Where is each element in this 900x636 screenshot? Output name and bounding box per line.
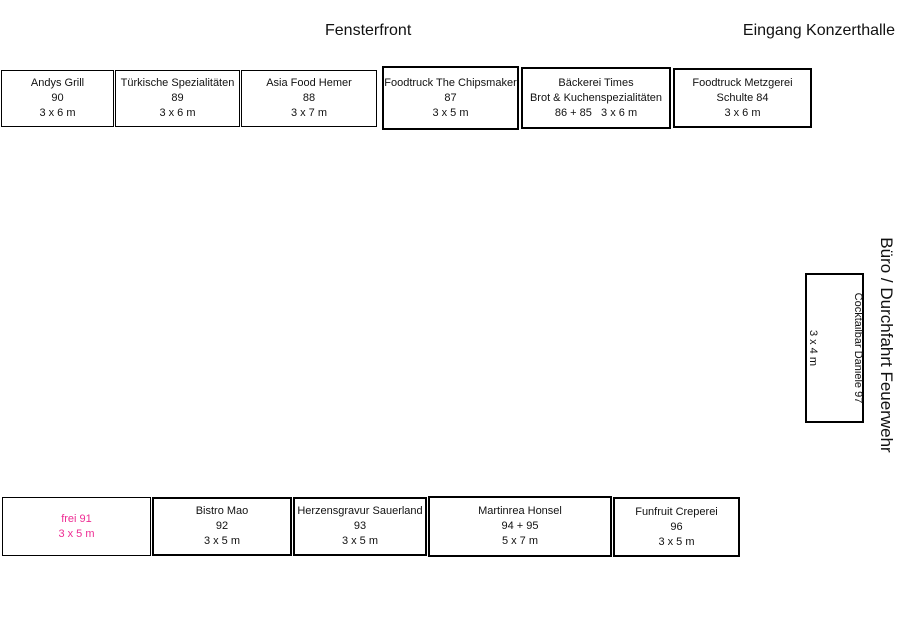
booth-name: Funfruit Creperei (635, 505, 718, 518)
booth-size: 3 x 5 m (58, 527, 95, 540)
booth-name: Martinrea Honsel (478, 505, 562, 517)
booth-herzensgravur-sauerland: Herzensgravur Sauerland 93 3 x 5 m (293, 497, 427, 556)
booth-size: 3 x 7 m (290, 107, 328, 119)
booth-number: 87 (444, 91, 457, 104)
booth-size: 3 x 4 m (806, 329, 819, 367)
booth-asia-food-hemer: Asia Food Hemer 88 3 x 7 m (241, 70, 377, 127)
booth-name: Foodtruck The Chipsmaker (384, 76, 517, 89)
booth-name: Türkische Spezialitäten (120, 77, 235, 89)
booth-name: Herzensgravur Sauerland (297, 505, 423, 517)
booth-name: Bäckerei Times (558, 76, 634, 89)
booth-name: Bistro Mao (195, 505, 249, 517)
booth-number: 88 (302, 92, 316, 104)
booth-name-2: Brot & Kuchenspezialitäten (529, 91, 663, 104)
booth-number: 94 + 95 (501, 520, 539, 532)
booth-number: 93 (353, 520, 367, 532)
booth-number: 92 (215, 520, 229, 532)
booth-name: Asia Food Hemer (266, 77, 352, 89)
booth-name: frei 91 (61, 512, 92, 525)
booth-cocktailbar-daniele: Cocktailbar Daniele 97 3 x 4 m (805, 273, 864, 423)
booth-name: Cocktailbar Daniele 97 (851, 292, 864, 404)
booth-andys-grill: Andys Grill 90 3 x 6 m (1, 70, 114, 127)
booth-size: 3 x 5 m (203, 535, 241, 547)
booth-name: Foodtruck Metzgerei (692, 76, 793, 89)
booth-number: 90 (51, 92, 64, 104)
booth-martinrea-honsel: Martinrea Honsel 94 + 95 5 x 7 m (428, 496, 612, 557)
label-eingang-konzerthalle: Eingang Konzerthalle (742, 22, 895, 39)
booth-funfruit-creperei: Funfruit Creperei 96 3 x 5 m (613, 497, 740, 557)
booth-size: 3 x 6 m (724, 106, 761, 119)
booth-bistro-mao: Bistro Mao 92 3 x 5 m (152, 497, 292, 556)
booth-number: 89 (171, 92, 184, 104)
booth-rotated-text: Cocktailbar Daniele 97 3 x 4 m (775, 278, 895, 418)
booth-number: 96 (670, 520, 683, 533)
booth-name: Andys Grill (30, 77, 85, 89)
booth-size: 3 x 6 m (39, 107, 76, 119)
label-fensterfront: Fensterfront (325, 22, 412, 39)
booth-baeckerei-times: Bäckerei Times Brot & Kuchenspezialitäte… (521, 67, 671, 129)
booth-size: 3 x 6 m (159, 107, 196, 119)
booth-foodtruck-the-chipsmaker: Foodtruck The Chipsmaker 87 3 x 5 m (382, 66, 519, 130)
booth-frei-91: frei 91 3 x 5 m (2, 497, 151, 556)
booth-size: 3 x 5 m (432, 106, 469, 119)
booth-size: 3 x 5 m (341, 535, 379, 547)
booth-name-2: Schulte 84 (716, 91, 769, 104)
booth-foodtruck-metzgerei-schulte: Foodtruck Metzgerei Schulte 84 3 x 6 m (673, 68, 812, 128)
booth-size: 3 x 5 m (658, 535, 695, 548)
booth-size: 5 x 7 m (501, 535, 539, 547)
booth-number-size: 86 + 85 3 x 6 m (554, 106, 638, 119)
booth-tuerkische-spezialitaeten: Türkische Spezialitäten 89 3 x 6 m (115, 70, 240, 127)
